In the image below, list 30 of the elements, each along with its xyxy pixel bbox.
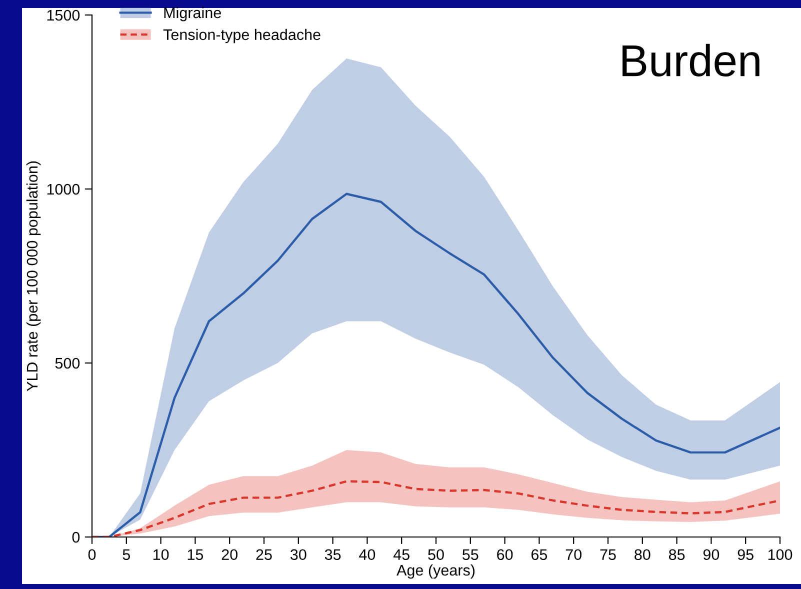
x-tick-label: 30 — [290, 549, 306, 560]
x-tick-label: 0 — [88, 549, 96, 560]
x-tick-label: 75 — [600, 549, 616, 560]
x-tick-label: 50 — [428, 549, 444, 560]
x-tick-label: 80 — [634, 549, 650, 560]
x-tick-label: 20 — [222, 549, 238, 560]
x-tick-label: 60 — [497, 549, 513, 560]
x-tick-label: 40 — [359, 549, 376, 560]
y-tick-label: 500 — [55, 358, 80, 369]
x-tick-label: 35 — [324, 549, 341, 560]
x-tick-label: 55 — [462, 549, 478, 560]
x-tick-label: 70 — [566, 549, 582, 560]
x-tick-label: 5 — [122, 549, 130, 560]
x-axis-title: Age (years) — [396, 564, 475, 579]
x-tick-label: 95 — [738, 549, 754, 560]
x-tick-label: 15 — [188, 549, 204, 560]
legend-label: Tension-type headache — [163, 28, 320, 44]
text: Burden — [622, 44, 760, 77]
y-tick-label: 1500 — [47, 10, 80, 21]
x-tick-label: 85 — [668, 549, 685, 560]
x-tick-label: 65 — [531, 549, 548, 560]
x-tick-label: 90 — [703, 549, 720, 560]
x-tick-label: 10 — [153, 549, 169, 560]
x-tick-label: 100 — [768, 549, 792, 560]
y-axis-title: YLD rate (per 100 000 population) — [26, 161, 41, 392]
x-tick-label: 25 — [256, 549, 272, 560]
legend-label: Migraine — [164, 6, 221, 22]
y-tick-label: 0 — [72, 532, 80, 543]
y-tick-label: 1000 — [47, 184, 80, 195]
x-tick-label: 45 — [393, 549, 410, 560]
